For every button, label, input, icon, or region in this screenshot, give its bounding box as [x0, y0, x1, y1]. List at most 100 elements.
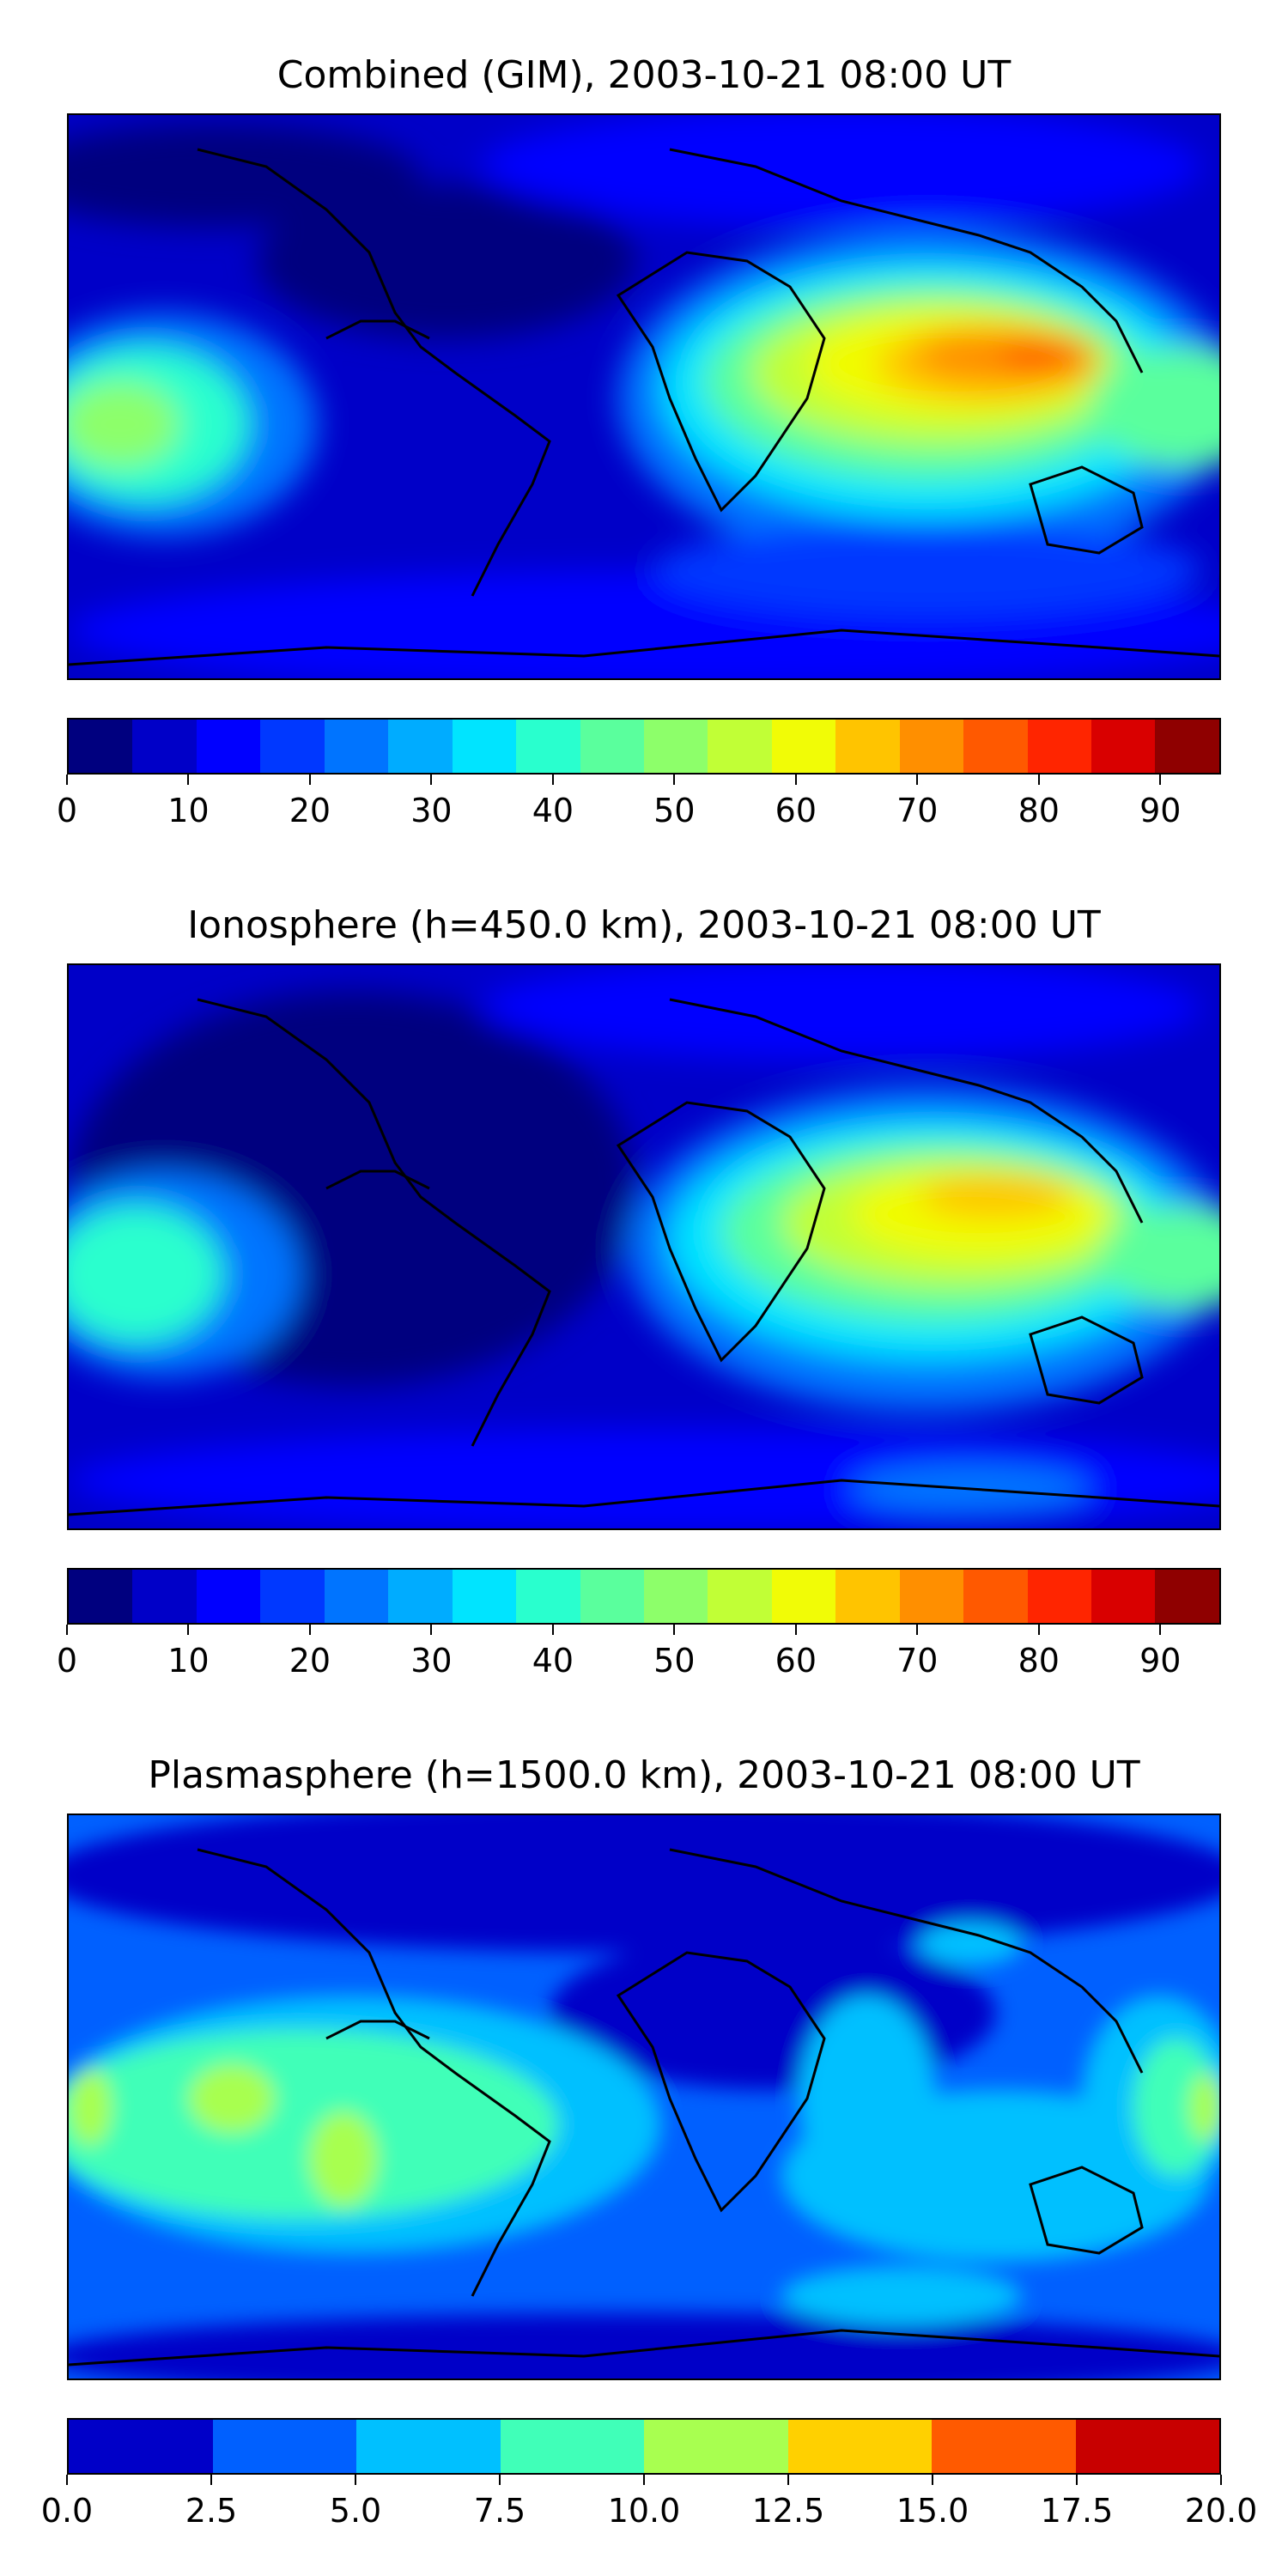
colorbar-tick-label: 70 — [896, 1642, 939, 1680]
colorbar-segment — [899, 1570, 964, 1623]
colorbar-tick — [430, 775, 433, 785]
colorbar-tick — [1076, 2475, 1078, 2485]
map-ionosphere — [67, 963, 1221, 1530]
panel-title-ionosphere: Ionosphere (h=450.0 km), 2003-10-21 08:0… — [187, 903, 1101, 947]
colorbar-tick — [794, 1625, 797, 1635]
colorbar-combined — [67, 718, 1221, 775]
colorbar-tick — [66, 1625, 68, 1635]
colorbar-segment — [324, 720, 389, 773]
colorbar-tick-label: 80 — [1018, 792, 1060, 829]
colorbar-segment — [644, 2420, 788, 2473]
colorbar-segment — [324, 1570, 389, 1623]
colorbar-tick-label: 90 — [1139, 1642, 1182, 1680]
colorbar-segment — [963, 720, 1028, 773]
colorbar-tick-label: 0 — [56, 792, 78, 829]
colorbar-tick — [308, 775, 311, 785]
colorbar-segment — [899, 720, 964, 773]
colorbar-segment — [212, 2420, 356, 2473]
colorbar-tick-label: 90 — [1139, 792, 1182, 829]
colorbar-segment — [708, 1570, 772, 1623]
colorbar-segment — [963, 1570, 1028, 1623]
colorbar-tick — [551, 1625, 554, 1635]
colorbar-segment — [132, 1570, 197, 1623]
colorbar-segment — [132, 720, 197, 773]
colorbar-segment — [69, 1570, 133, 1623]
colorbar-tick-label: 30 — [410, 792, 453, 829]
colorbar-tick-label: 30 — [410, 1642, 453, 1680]
colorbar-tick — [66, 775, 68, 785]
colorbar-segment — [1027, 720, 1091, 773]
colorbar-segment — [516, 1570, 580, 1623]
colorbar-segment — [356, 2420, 501, 2473]
panel-title-plasmasphere: Plasmasphere (h=1500.0 km), 2003-10-21 0… — [148, 1753, 1140, 1797]
map-plasmasphere — [67, 1814, 1221, 2380]
colorbar-tick — [1037, 775, 1040, 785]
colorbar-tick-label: 15.0 — [896, 2492, 969, 2530]
panel-title-combined: Combined (GIM), 2003-10-21 08:00 UT — [276, 53, 1012, 97]
colorbar-plasmasphere — [67, 2418, 1221, 2475]
colorbar-tick — [1159, 775, 1162, 785]
colorbar-segment — [260, 1570, 325, 1623]
colorbar-tick-label: 20 — [289, 792, 331, 829]
colorbar-segment — [388, 1570, 453, 1623]
colorbar-tick — [916, 775, 919, 785]
colorbar-tick-label: 2.5 — [185, 2492, 238, 2530]
colorbar-tick-label: 60 — [775, 792, 817, 829]
colorbar-tick-label: 10 — [167, 792, 210, 829]
colorbar-segment — [500, 2420, 644, 2473]
colorbar-tick — [210, 2475, 212, 2485]
colorbar-tick-label: 50 — [653, 792, 696, 829]
colorbar-segment — [580, 1570, 644, 1623]
colorbar-tick-label: 80 — [1018, 1642, 1060, 1680]
colorbar-segment — [1027, 1570, 1091, 1623]
colorbar-tick-label: 60 — [775, 1642, 817, 1680]
colorbar-tick-label: 7.5 — [473, 2492, 526, 2530]
map-combined — [67, 113, 1221, 680]
colorbar-segment — [516, 720, 580, 773]
colorbar-tick — [1159, 1625, 1162, 1635]
colorbar-segment — [1155, 720, 1219, 773]
colorbar-tick — [66, 2475, 68, 2485]
colorbar-tick — [187, 1625, 190, 1635]
colorbar-tick-label: 40 — [532, 792, 574, 829]
colorbar-tick-label: 20 — [289, 1642, 331, 1680]
colorbar-segment — [835, 720, 900, 773]
colorbar-tick — [787, 2475, 789, 2485]
colorbar-segment — [69, 720, 133, 773]
colorbar-tick-label: 5.0 — [329, 2492, 382, 2530]
colorbar-tick-label: 40 — [532, 1642, 574, 1680]
colorbar-tick — [187, 775, 190, 785]
colorbar-ticks-ionosphere: 0 10 20 30 40 50 60 70 80 90 — [57, 1625, 1221, 1680]
colorbar-tick — [355, 2475, 356, 2485]
colorbar-segment — [1091, 1570, 1156, 1623]
colorbar-tick — [1220, 2475, 1222, 2485]
colorbar-ticks-plasmasphere: 0.0 2.5 5.0 7.5 10.0 12.5 15.0 17.5 20.0 — [41, 2475, 1257, 2530]
colorbar-tick-label: 70 — [896, 792, 939, 829]
colorbar-tick — [551, 775, 554, 785]
coastlines-combined — [69, 148, 1219, 666]
colorbar-segment — [388, 720, 453, 773]
colorbar-tick — [1037, 1625, 1040, 1635]
tec-map-ionosphere — [69, 965, 1219, 1528]
coastlines-ionosphere — [69, 998, 1219, 1516]
colorbar-segment — [643, 1570, 708, 1623]
colorbar-segment — [835, 1570, 900, 1623]
colorbar-tick-label: 0.0 — [40, 2492, 94, 2530]
colorbar-segment — [196, 720, 261, 773]
colorbar-segment — [771, 720, 836, 773]
colorbar-tick — [673, 1625, 676, 1635]
colorbar-segment — [260, 720, 325, 773]
colorbar-segment — [1155, 1570, 1219, 1623]
colorbar-tick — [643, 2475, 645, 2485]
colorbar-segment — [580, 720, 644, 773]
colorbar-segment — [932, 2420, 1076, 2473]
colorbar-segment — [787, 2420, 932, 2473]
colorbar-tick-label: 20.0 — [1184, 2492, 1258, 2530]
colorbar-ionosphere — [67, 1568, 1221, 1625]
colorbar-tick-label: 50 — [653, 1642, 696, 1680]
colorbar-segment — [643, 720, 708, 773]
colorbar-segment — [1075, 2420, 1219, 2473]
colorbar-tick-label: 10.0 — [607, 2492, 681, 2530]
colorbar-tick — [308, 1625, 311, 1635]
colorbar-tick — [430, 1625, 433, 1635]
